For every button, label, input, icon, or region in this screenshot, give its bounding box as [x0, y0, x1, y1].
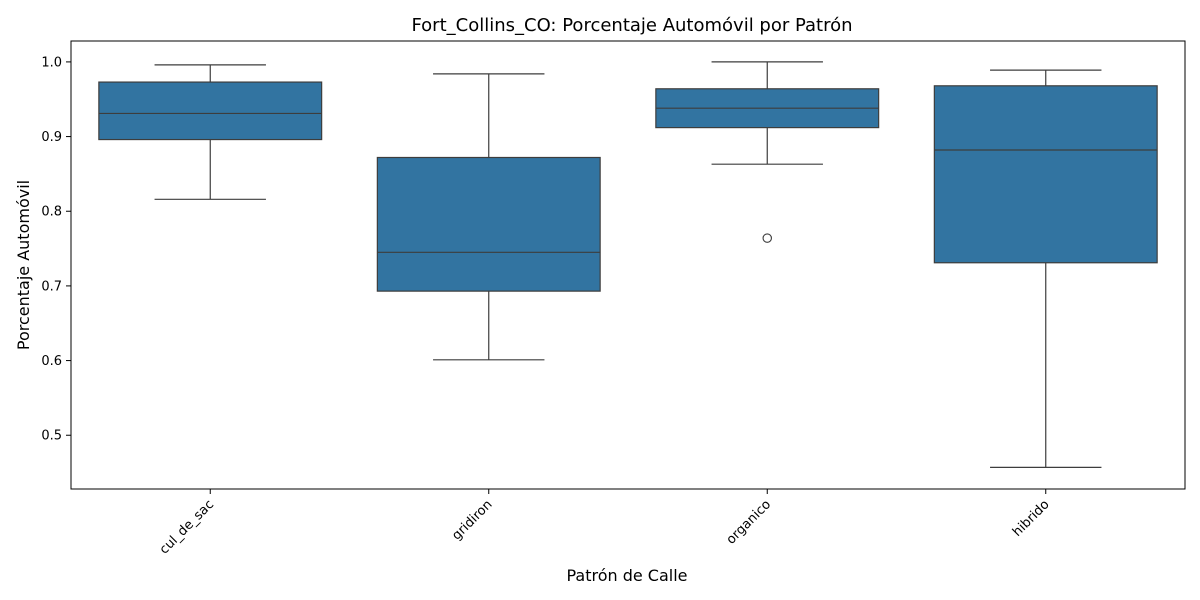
plot-area: 0.5 0.6 0.7 0.8 0.9 1.0 cul_de_sac gridiron orga…	[41, 40, 1186, 557]
x-tick-label: hibrido	[1010, 497, 1053, 540]
x-tick-label: cul_de_sac	[157, 497, 217, 557]
box-cul_de_sac	[98, 81, 323, 141]
box-hibrido	[933, 85, 1158, 264]
chart-title: Fort_Collins_CO: Porcentaje Automóvil po…	[411, 15, 852, 36]
y-tick-label: 0.5	[41, 429, 62, 444]
box-gridiron	[376, 156, 601, 292]
y-tick-label: 0.8	[41, 205, 62, 220]
y-tick-label: 0.6	[41, 354, 62, 369]
x-axis-label: Patrón de Calle	[566, 566, 687, 585]
y-axis-label: Porcentaje Automóvil	[14, 180, 33, 350]
y-tick-label: 0.9	[41, 130, 62, 145]
x-tick-label: gridiron	[449, 497, 495, 543]
plot-frame	[70, 40, 1186, 490]
x-tick-label: organico	[724, 497, 774, 547]
outlier-point	[762, 233, 772, 243]
y-tick-label: 1.0	[41, 55, 62, 70]
y-tick-label: 0.7	[41, 279, 62, 294]
